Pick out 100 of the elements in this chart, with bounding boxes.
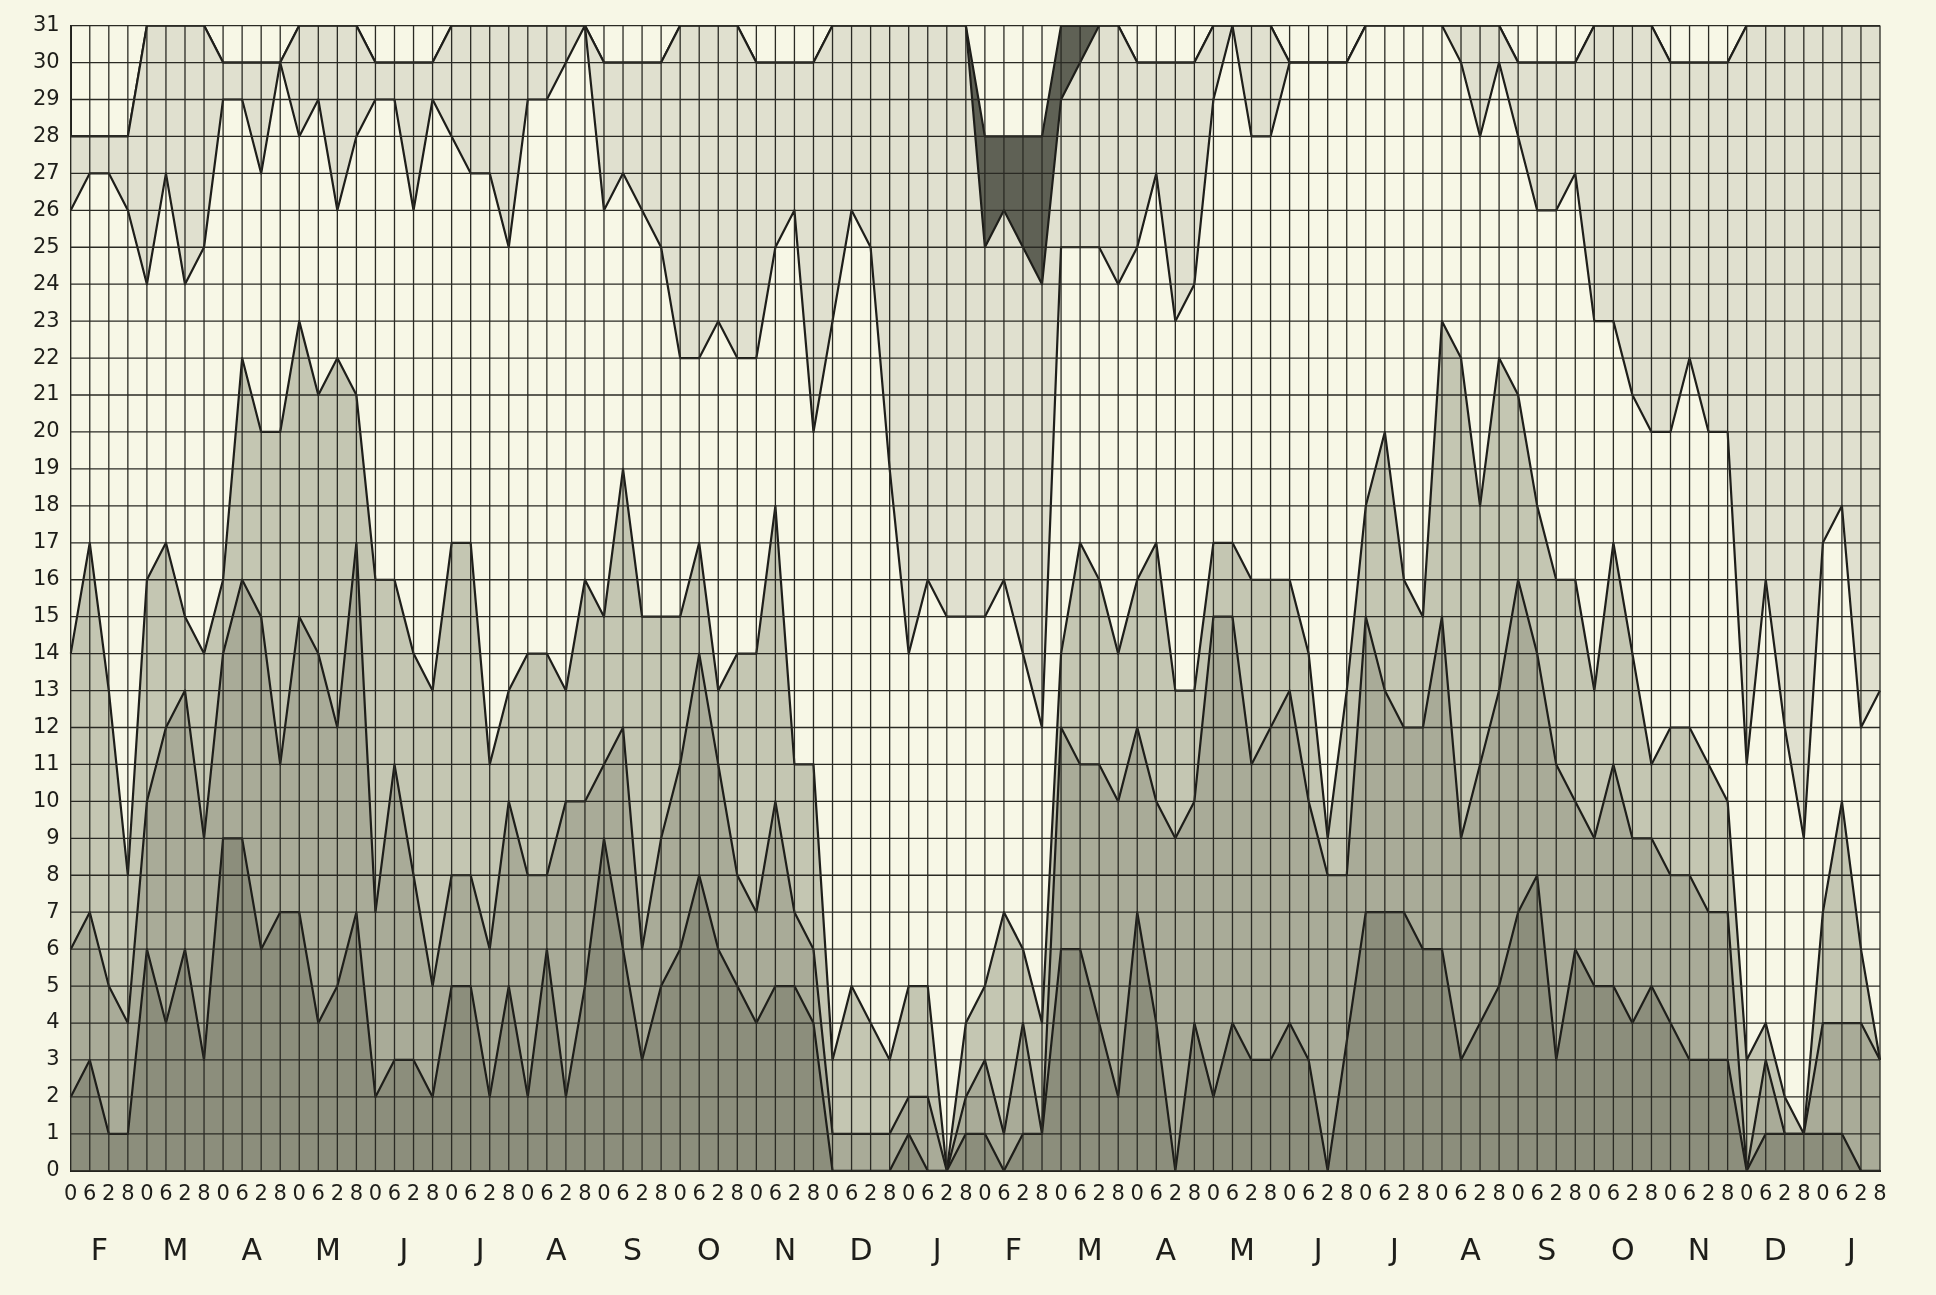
x-tick-label: 2	[406, 1180, 421, 1205]
x-tick-label: 0	[1054, 1180, 1068, 1205]
x-tick-label: 8	[121, 1180, 135, 1205]
x-tick-label: 2	[1321, 1180, 1335, 1205]
x-tick-label: 8	[349, 1180, 364, 1205]
y-tick-label: 23	[32, 307, 60, 332]
text: F	[1004, 1231, 1023, 1267]
text: J	[1845, 1231, 1856, 1267]
y-tick-label: 10	[32, 787, 60, 812]
y-tick-label: 6	[46, 935, 60, 960]
text: D	[849, 1231, 873, 1267]
y-tick-label: 22	[32, 344, 60, 369]
x-tick-label: 0	[292, 1180, 306, 1205]
text: A	[241, 1231, 263, 1267]
x-tick-label: 0	[1511, 1180, 1525, 1205]
y-tick-label: 30	[32, 49, 60, 73]
x-tick-label: 2	[635, 1180, 649, 1205]
x-tick-label: 8	[578, 1180, 592, 1205]
text: M	[314, 1231, 341, 1267]
x-tick-label: 2	[1778, 1180, 1792, 1205]
x-tick-label: 0	[1130, 1180, 1144, 1205]
text: J	[1311, 1231, 1323, 1267]
y-tick-label: 8	[46, 861, 60, 886]
y-tick-label: 21	[32, 381, 60, 406]
y-tick-label: 25	[32, 233, 60, 258]
x-tick-label: 2	[711, 1180, 725, 1205]
x-tick-label: 0	[1282, 1180, 1297, 1205]
x-tick-label: 6	[1149, 1180, 1163, 1205]
y-tick-label: 31	[32, 12, 60, 37]
text: A	[1460, 1231, 1482, 1267]
y-tick-label: 12	[32, 713, 60, 738]
x-tick-label: 8	[1644, 1180, 1659, 1205]
x-tick-label: 2	[178, 1180, 192, 1205]
x-tick-label: 0	[1435, 1180, 1449, 1205]
x-tick-label: 2	[1092, 1180, 1106, 1205]
x-tick-label: 0	[1359, 1180, 1373, 1205]
x-tick-label: 6	[768, 1180, 783, 1205]
x-tick-label: 0	[368, 1180, 383, 1205]
text: A	[546, 1231, 568, 1267]
x-tick-label: 0	[444, 1180, 459, 1205]
y-tick-label: 3	[46, 1046, 60, 1071]
x-tick-label: 8	[654, 1180, 668, 1205]
x-tick-label: 8	[806, 1180, 821, 1205]
x-tick-label: 0	[673, 1180, 687, 1205]
x-tick-label: 6	[844, 1180, 859, 1205]
x-tick-label: 8	[1416, 1180, 1430, 1205]
x-tick-label: 8	[959, 1180, 973, 1205]
x-tick-label: 8	[1340, 1180, 1354, 1205]
text: J	[473, 1231, 485, 1267]
x-tick-label: 2	[1397, 1180, 1411, 1205]
y-tick-label: 0	[46, 1157, 60, 1182]
x-tick-label: 6	[1378, 1180, 1392, 1205]
y-tick-label: 27	[32, 159, 60, 184]
x-tick-label: 6	[616, 1180, 630, 1205]
x-tick-label: 6	[463, 1180, 478, 1205]
text: S	[1537, 1231, 1557, 1267]
y-tick-label: 11	[32, 750, 60, 775]
y-tick-label: 14	[32, 640, 60, 665]
x-tick-label: 6	[921, 1180, 935, 1205]
text: J	[930, 1231, 942, 1267]
x-tick-label: 2	[102, 1180, 116, 1205]
x-tick-label: 6	[1301, 1180, 1316, 1205]
x-tick-label: 6	[1835, 1180, 1849, 1205]
x-tick-label: 2	[1549, 1180, 1563, 1205]
x-tick-label: 0	[64, 1180, 78, 1205]
x-tick-label: 6	[1454, 1180, 1468, 1205]
x-tick-label: 8	[882, 1180, 897, 1205]
x-tick-label: 8	[1720, 1180, 1735, 1205]
x-tick-label: 0	[749, 1180, 764, 1205]
x-tick-label: 8	[425, 1180, 440, 1205]
x-tick-label: 2	[254, 1180, 268, 1205]
x-tick-label: 0	[1587, 1180, 1602, 1205]
x-tick-label: 2	[1244, 1180, 1259, 1205]
y-tick-label: 13	[32, 677, 60, 702]
text: M	[162, 1231, 189, 1267]
text: D	[1763, 1231, 1787, 1267]
x-tick-label: 2	[330, 1180, 345, 1205]
y-tick-label: 18	[32, 492, 60, 517]
x-tick-label: 0	[140, 1180, 154, 1205]
text: N	[1687, 1231, 1711, 1267]
x-tick-label: 6	[311, 1180, 325, 1205]
x-tick-label: 0	[216, 1180, 230, 1205]
x-tick-label: 8	[1263, 1180, 1278, 1205]
x-tick-label: 8	[1797, 1180, 1811, 1205]
x-tick-label: 0	[825, 1180, 840, 1205]
y-tick-label: 2	[46, 1083, 60, 1108]
y-tick-label: 9	[46, 824, 60, 849]
text: J	[397, 1231, 409, 1267]
x-tick-label: 6	[235, 1180, 249, 1205]
x-tick-label: 0	[978, 1180, 992, 1205]
x-tick-label: 8	[1111, 1180, 1125, 1205]
text: N	[773, 1231, 797, 1267]
y-tick-label: 26	[32, 196, 60, 221]
x-tick-label: 8	[1187, 1180, 1202, 1205]
text: S	[623, 1231, 643, 1267]
x-tick-label: 8	[1873, 1180, 1887, 1205]
text: O	[696, 1231, 721, 1267]
x-tick-label: 6	[692, 1180, 706, 1205]
x-tick-label: 2	[1701, 1180, 1716, 1205]
x-tick-label: 2	[1625, 1180, 1640, 1205]
